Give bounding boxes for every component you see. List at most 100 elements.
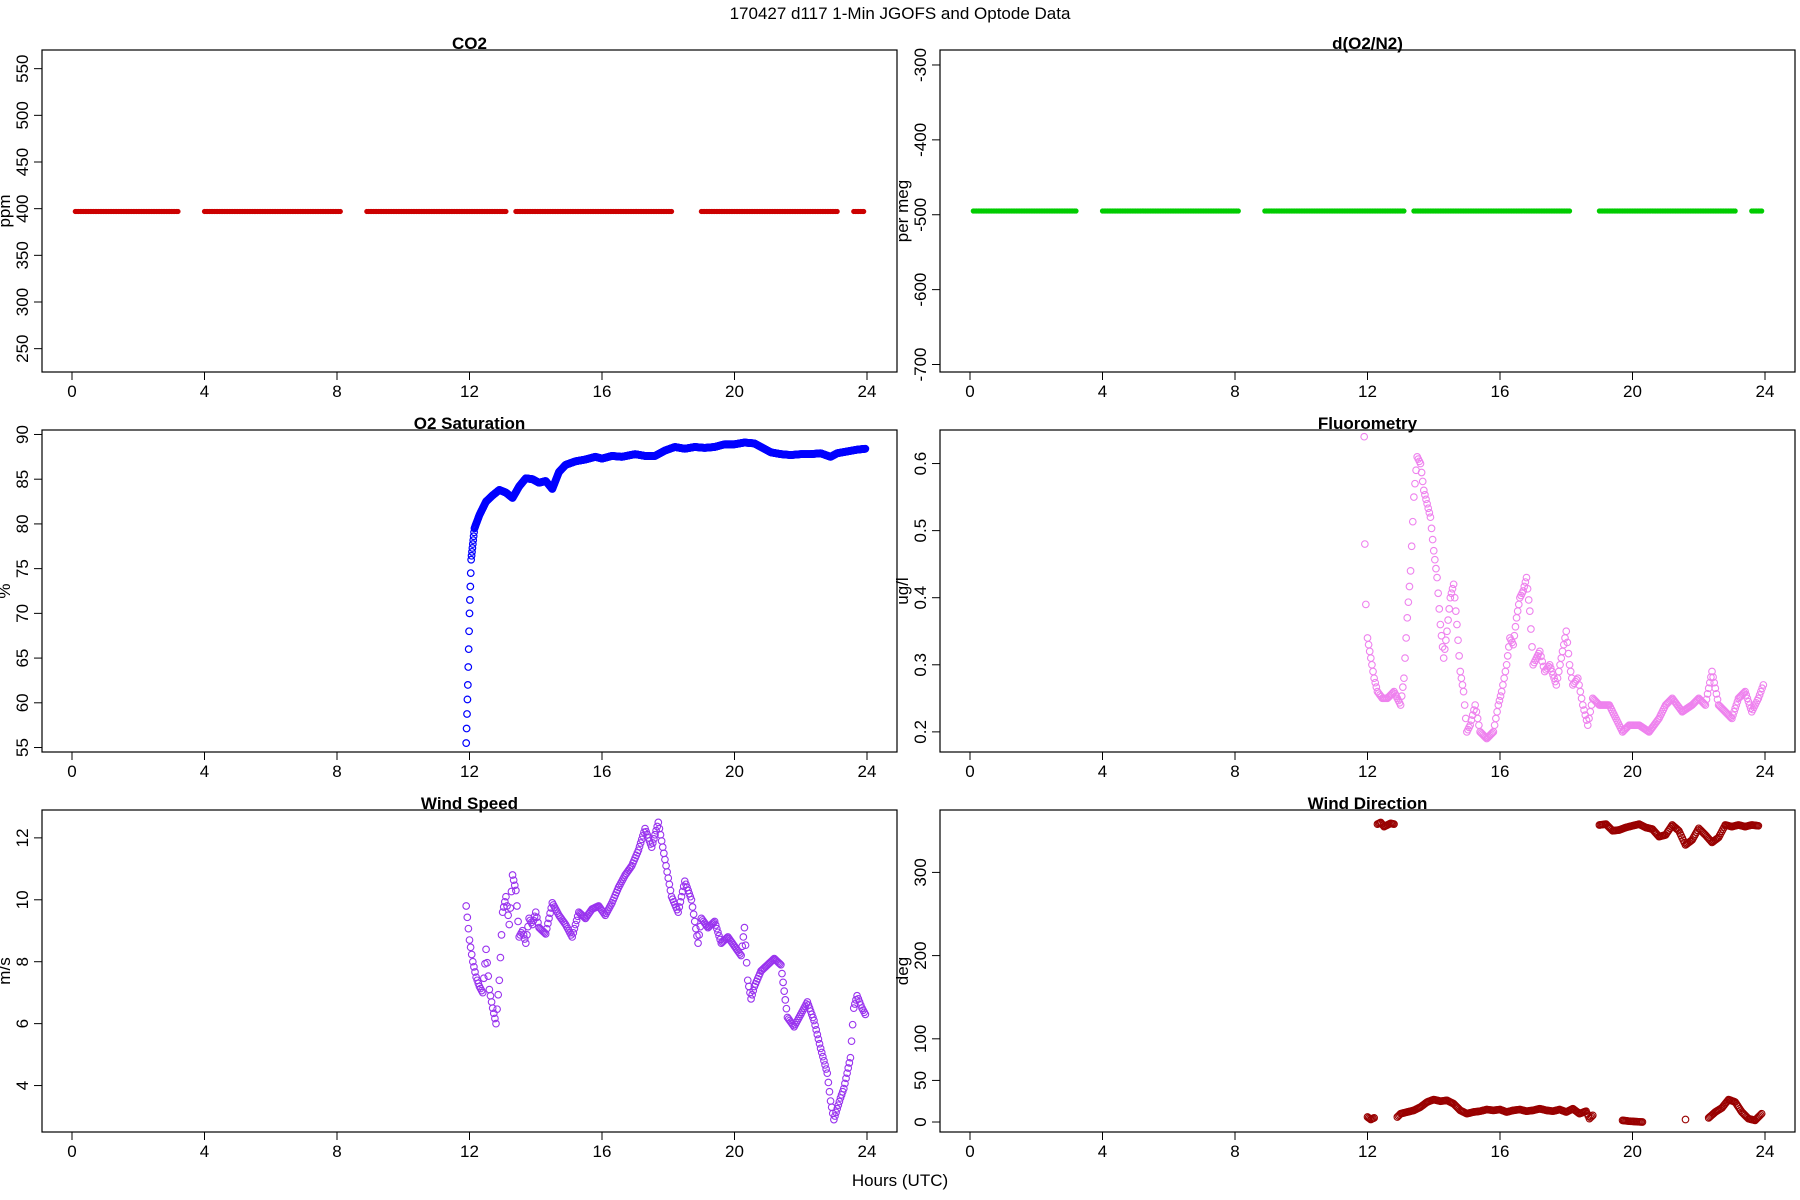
data-point	[1610, 712, 1619, 721]
y-tick-label: 50	[911, 1071, 930, 1090]
y-tick-label: 100	[911, 1025, 930, 1053]
x-tick-label: 16	[1491, 1142, 1510, 1161]
data-point	[711, 921, 720, 929]
data-point	[533, 913, 541, 922]
data-point	[1726, 713, 1735, 722]
data-point	[773, 957, 782, 966]
data-point	[1398, 683, 1407, 692]
data-point	[512, 886, 520, 895]
data-point	[1511, 622, 1520, 631]
data-point	[1368, 660, 1376, 669]
data-point	[468, 544, 477, 552]
data-point	[1429, 546, 1438, 555]
x-tick-label: 8	[1230, 1142, 1239, 1161]
data-point	[768, 956, 776, 965]
data-point	[661, 855, 669, 864]
data-point	[480, 974, 488, 983]
data-point	[544, 919, 552, 928]
data-point	[496, 953, 505, 962]
data-point	[175, 208, 181, 215]
x-tick-label: 0	[965, 1142, 974, 1161]
data-point	[1427, 524, 1436, 533]
data-point	[1417, 468, 1426, 477]
data-point	[1692, 696, 1701, 705]
data-point	[1364, 640, 1373, 649]
data-point	[741, 941, 750, 950]
data-point	[735, 948, 743, 957]
y-axis-label: m/s	[0, 957, 14, 984]
data-point	[1510, 631, 1519, 640]
data-point	[1708, 667, 1716, 676]
data-point	[1446, 593, 1455, 602]
data-point	[834, 1101, 843, 1110]
data-point	[1554, 667, 1563, 676]
data-point	[1443, 627, 1451, 636]
y-axis-label: %	[0, 583, 14, 598]
data-point	[690, 917, 699, 926]
data-point	[1654, 716, 1662, 724]
data-point	[540, 928, 549, 937]
data-point	[1456, 667, 1465, 676]
x-tick-label: 20	[725, 1142, 744, 1161]
data-point	[468, 957, 477, 966]
data-point	[1586, 707, 1595, 716]
data-point	[1523, 584, 1532, 593]
panel-winddir: Wind Direction 0 4 8 12 16 20 24 0 50 100 200 300 deg	[893, 794, 1796, 1161]
data-point	[474, 979, 483, 988]
data-point	[465, 609, 474, 618]
data-point	[1562, 627, 1571, 636]
data-point	[1718, 704, 1726, 713]
data-point	[1453, 620, 1461, 629]
data-point	[648, 839, 657, 847]
data-point	[668, 208, 675, 215]
data-point	[497, 931, 506, 939]
data-point	[1587, 1112, 1596, 1121]
x-tick-label: 12	[460, 1142, 479, 1161]
y-tick-label: -600	[911, 273, 930, 307]
panel-title: O2 Saturation	[414, 414, 525, 433]
y-tick-label: 60	[13, 693, 32, 712]
data-point	[689, 910, 698, 919]
data-point	[1732, 208, 1738, 214]
data-point	[1755, 691, 1764, 699]
data-point	[1556, 660, 1564, 669]
y-tick-label: 550	[13, 54, 32, 82]
x-tick-label: 0	[67, 382, 76, 401]
data-point	[818, 1052, 827, 1061]
y-tick-label: 4	[13, 1081, 32, 1090]
data-point	[1421, 490, 1429, 499]
data-point	[567, 931, 575, 939]
data-point	[742, 958, 751, 967]
series-co2	[72, 208, 867, 215]
data-point	[520, 935, 529, 943]
data-point	[780, 987, 789, 995]
data-point	[606, 901, 615, 909]
data-point	[1395, 698, 1404, 707]
data-point	[1522, 573, 1531, 582]
data-point	[1733, 697, 1742, 706]
y-tick-label: -500	[911, 198, 930, 232]
data-point	[715, 932, 723, 940]
data-point	[1410, 493, 1418, 501]
panel-do2n2: d(O2/N2) 0 4 8 12 16 20 24 -700 -600 -500 -400 -300 p…	[893, 34, 1796, 401]
data-point	[1486, 731, 1494, 740]
data-point	[1758, 684, 1766, 693]
data-point	[485, 985, 494, 994]
data-point	[832, 1108, 840, 1117]
data-point	[1755, 1112, 1764, 1120]
data-point	[1361, 600, 1370, 609]
data-point	[571, 920, 580, 929]
data-point	[1490, 721, 1499, 730]
data-point	[521, 939, 530, 947]
data-point	[664, 874, 673, 882]
data-point	[1488, 729, 1497, 737]
data-point	[1499, 681, 1507, 689]
data-point	[1538, 657, 1547, 666]
y-tick-label: 0	[911, 1117, 930, 1126]
data-point	[845, 1059, 854, 1067]
data-point	[834, 208, 840, 215]
data-point	[1693, 695, 1702, 704]
data-point	[653, 822, 662, 831]
x-tick-label: 12	[1358, 762, 1377, 781]
data-point	[848, 1020, 857, 1029]
